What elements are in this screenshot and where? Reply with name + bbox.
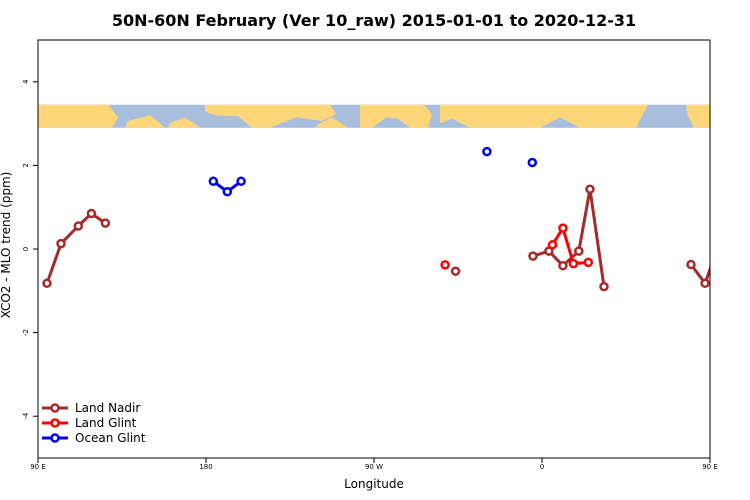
y-axis-label: XCO2 - MLO trend (ppm) xyxy=(0,172,13,319)
data-point xyxy=(686,259,696,270)
data-point xyxy=(716,241,723,248)
y-tick-label: 2 xyxy=(22,163,30,167)
x-axis: 90 E 180 90 W 0 90 E xyxy=(30,458,718,471)
series-line xyxy=(689,263,710,285)
data-point xyxy=(450,266,461,276)
land-shape xyxy=(360,104,432,128)
x-tick-label: 90 E xyxy=(702,463,718,471)
legend-marker xyxy=(50,418,60,428)
plot-frame xyxy=(37,39,711,459)
land-shape xyxy=(125,115,165,128)
x-tick-label: 180 xyxy=(199,463,212,471)
land-shape xyxy=(315,117,348,128)
data-point xyxy=(42,278,52,289)
data-point xyxy=(547,240,558,250)
chart-title: 50N-60N February (Ver 10_raw) 2015-01-01… xyxy=(112,11,636,30)
series-line xyxy=(531,187,606,289)
map-band xyxy=(38,104,710,128)
data-point xyxy=(585,184,595,194)
land-shape xyxy=(38,104,118,128)
x-tick-label: 90 W xyxy=(365,463,383,471)
data-point xyxy=(100,218,111,228)
data-point xyxy=(583,257,594,268)
data-point xyxy=(599,281,609,292)
land-shape xyxy=(440,104,648,128)
legend-label: Ocean Glint xyxy=(75,431,146,445)
series-land-glint xyxy=(440,223,594,270)
data-point xyxy=(527,157,538,168)
data-point xyxy=(86,208,97,219)
legend-marker xyxy=(50,403,60,413)
map-band-land xyxy=(38,104,710,128)
legend-marker xyxy=(50,433,60,443)
data-point xyxy=(208,176,219,187)
series-layer xyxy=(42,146,740,292)
x-tick-label: 0 xyxy=(540,463,544,471)
land-shape xyxy=(205,104,336,128)
x-tick-label: 90 E xyxy=(30,463,46,471)
data-point xyxy=(236,176,246,187)
legend-label: Land Nadir xyxy=(75,401,140,415)
y-axis: -4 -2 0 2 4 xyxy=(22,79,38,420)
data-point xyxy=(568,258,579,269)
data-point xyxy=(56,238,66,249)
data-point xyxy=(482,146,492,157)
y-tick-label: 0 xyxy=(22,247,30,251)
data-point xyxy=(574,246,584,256)
data-point xyxy=(558,260,568,271)
x-axis-label: Longitude xyxy=(344,477,404,491)
data-point xyxy=(440,260,450,270)
y-tick-label: 4 xyxy=(22,79,30,84)
series-ocean-glint xyxy=(208,146,538,197)
legend-label: Land Glint xyxy=(75,416,137,430)
series-line xyxy=(551,226,590,266)
land-shape xyxy=(168,117,200,128)
y-tick-label: -2 xyxy=(22,329,30,336)
data-point xyxy=(733,223,740,230)
series-land-nadir xyxy=(42,184,740,292)
data-point xyxy=(528,251,538,261)
data-point xyxy=(700,278,710,289)
data-point xyxy=(73,221,84,231)
data-point xyxy=(222,186,233,197)
y-tick-label: -4 xyxy=(22,412,30,420)
land-shape xyxy=(686,104,710,128)
data-point xyxy=(558,223,568,233)
